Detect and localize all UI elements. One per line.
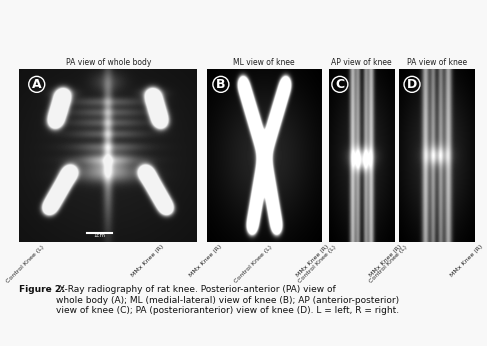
Text: Figure 2:: Figure 2: <box>19 285 65 294</box>
Text: Control Knee (L): Control Knee (L) <box>233 244 273 283</box>
Text: D: D <box>407 78 417 91</box>
Text: A: A <box>32 78 41 91</box>
Text: MMx Knee (R): MMx Knee (R) <box>296 244 330 278</box>
Text: 1cm: 1cm <box>94 233 106 238</box>
Text: MMx Knee (R): MMx Knee (R) <box>449 244 483 278</box>
Text: ML view of knee: ML view of knee <box>233 58 295 67</box>
Text: Control Knee (L): Control Knee (L) <box>368 244 408 283</box>
Text: C: C <box>336 78 344 91</box>
Text: Control Knee (L): Control Knee (L) <box>298 244 337 283</box>
Text: X-Ray radiography of rat knee. Posterior-anterior (PA) view of
whole body (A); M: X-Ray radiography of rat knee. Posterior… <box>56 285 399 315</box>
Text: B: B <box>216 78 225 91</box>
Text: MMx Knee (R): MMx Knee (R) <box>130 244 164 278</box>
Text: Control Knee (L): Control Knee (L) <box>5 244 45 283</box>
Text: PA view of knee: PA view of knee <box>407 58 467 67</box>
Text: AP view of knee: AP view of knee <box>331 58 392 67</box>
Text: PA view of whole body: PA view of whole body <box>66 58 151 67</box>
Text: MMx Knee (R): MMx Knee (R) <box>369 244 403 278</box>
Text: MMx Knee (R): MMx Knee (R) <box>188 244 223 278</box>
